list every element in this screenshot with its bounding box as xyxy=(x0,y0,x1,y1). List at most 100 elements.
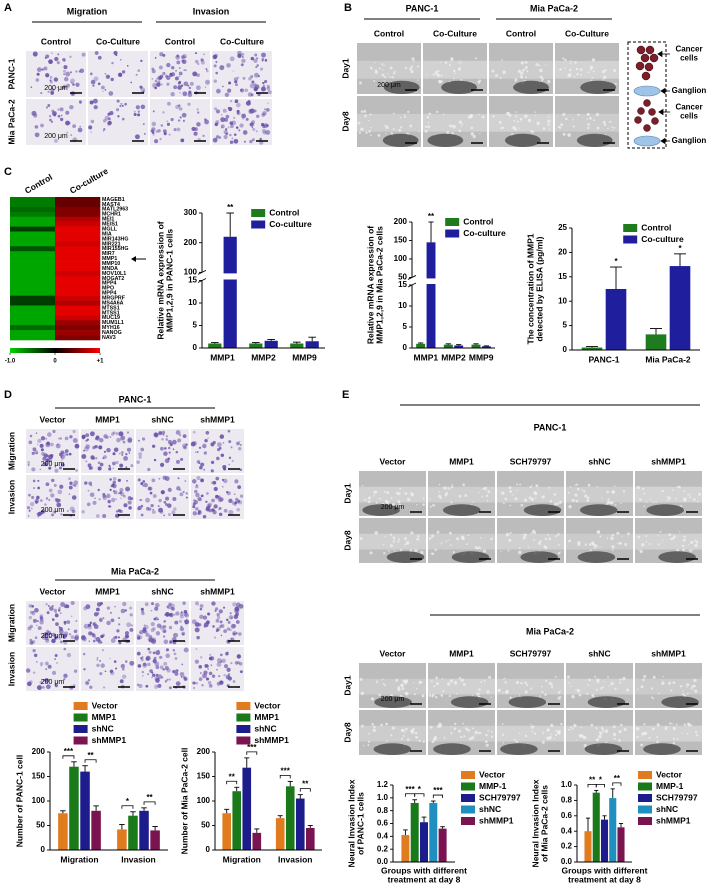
stained-cell xyxy=(53,608,58,613)
stained-cell xyxy=(220,660,223,663)
stained-cell xyxy=(41,68,44,71)
stained-cell xyxy=(28,493,31,497)
phase-cell xyxy=(524,690,528,694)
phase-cell xyxy=(553,737,556,740)
phase-cell xyxy=(564,58,567,62)
phase-cell xyxy=(651,696,653,699)
stained-cell xyxy=(213,79,217,83)
phase-cell xyxy=(390,131,393,135)
gene-label: MYH16 xyxy=(102,325,120,331)
phase-cell xyxy=(692,548,694,550)
ganglion xyxy=(362,504,400,516)
colorbar-label: 0 xyxy=(53,359,57,365)
stained-cell xyxy=(254,53,258,57)
stained-cell xyxy=(106,493,111,499)
phase-cell xyxy=(431,552,435,556)
stained-cell xyxy=(152,508,154,511)
stained-cell xyxy=(141,610,144,613)
stained-cell xyxy=(202,514,207,519)
phase-cell xyxy=(460,678,464,682)
phase-cell xyxy=(470,132,474,136)
stained-cell xyxy=(193,499,199,505)
stained-cell xyxy=(106,620,111,626)
stained-cell xyxy=(142,675,144,677)
phase-cell xyxy=(441,541,444,544)
stained-cell xyxy=(73,480,79,486)
stained-cell xyxy=(234,501,238,505)
phase-cell xyxy=(422,740,425,743)
bar xyxy=(420,822,428,862)
gene-label: MUM1L1 xyxy=(102,320,124,326)
stained-cell xyxy=(225,114,230,119)
phase-cell xyxy=(531,730,534,733)
phase-cell xyxy=(372,728,376,733)
stained-cell xyxy=(178,67,181,69)
phase-cell xyxy=(695,733,699,737)
phase-cell xyxy=(544,64,547,66)
phase-cell xyxy=(568,68,572,72)
stained-cell xyxy=(27,461,31,464)
stained-cell xyxy=(266,87,271,91)
phase-cell xyxy=(556,502,560,506)
phase-cell xyxy=(531,484,533,487)
stained-cell xyxy=(143,629,148,634)
stained-cell xyxy=(234,661,239,665)
stained-cell xyxy=(149,669,153,673)
y-tick-label: 150 xyxy=(394,236,408,245)
cell-icon xyxy=(645,45,655,55)
phase-cell xyxy=(450,486,454,489)
heatmap-cell xyxy=(10,270,56,277)
stained-cell xyxy=(160,446,164,451)
stained-cell xyxy=(162,129,167,133)
stained-cell xyxy=(147,662,151,667)
phase-cell xyxy=(422,503,425,506)
stained-cell xyxy=(234,99,239,104)
stained-cell xyxy=(106,447,111,453)
stained-cell xyxy=(55,612,57,614)
y-tick-label: 200 xyxy=(32,747,46,756)
phase-cell xyxy=(682,692,685,696)
stained-cell xyxy=(106,606,111,610)
stained-cell xyxy=(166,62,171,68)
stained-cell xyxy=(233,133,237,136)
phase-cell xyxy=(399,487,402,490)
phase-cell xyxy=(689,549,693,552)
y-tick-label: 5 xyxy=(193,321,198,330)
stained-cell xyxy=(126,622,132,628)
phase-cell xyxy=(490,735,494,738)
stained-cell xyxy=(88,679,91,682)
stained-cell xyxy=(64,620,67,623)
phase-cell xyxy=(558,500,562,504)
stained-cell xyxy=(83,623,89,629)
stained-cell xyxy=(151,67,155,71)
phase-cell xyxy=(542,731,545,734)
stained-cell xyxy=(164,680,168,683)
x-tick-label: MMP1 xyxy=(210,352,235,362)
stained-cell xyxy=(32,618,37,623)
phase-cell xyxy=(412,60,415,62)
stained-cell xyxy=(45,442,51,448)
stained-cell xyxy=(117,478,121,482)
phase-cell xyxy=(589,117,592,120)
phase-cell xyxy=(418,739,421,743)
stained-cell xyxy=(165,75,171,81)
stained-cell xyxy=(204,86,207,88)
bar xyxy=(208,343,222,348)
stained-cell xyxy=(108,467,112,471)
phase-cell xyxy=(432,73,435,76)
gene-label: MIR155HG xyxy=(102,246,129,252)
heatmap-cell xyxy=(55,231,101,237)
phase-cell xyxy=(613,126,616,129)
stained-cell xyxy=(196,475,201,481)
stained-cell xyxy=(178,75,181,78)
stained-cell xyxy=(66,652,72,658)
heatmap-cell xyxy=(55,226,101,232)
stained-cell xyxy=(158,498,162,503)
stained-cell xyxy=(105,74,111,79)
phase-cell xyxy=(439,543,442,545)
phase-cell xyxy=(683,497,687,501)
phase-cell xyxy=(394,70,396,73)
stained-cell xyxy=(66,510,69,513)
stained-cell xyxy=(172,496,177,502)
stained-cell xyxy=(205,500,208,504)
